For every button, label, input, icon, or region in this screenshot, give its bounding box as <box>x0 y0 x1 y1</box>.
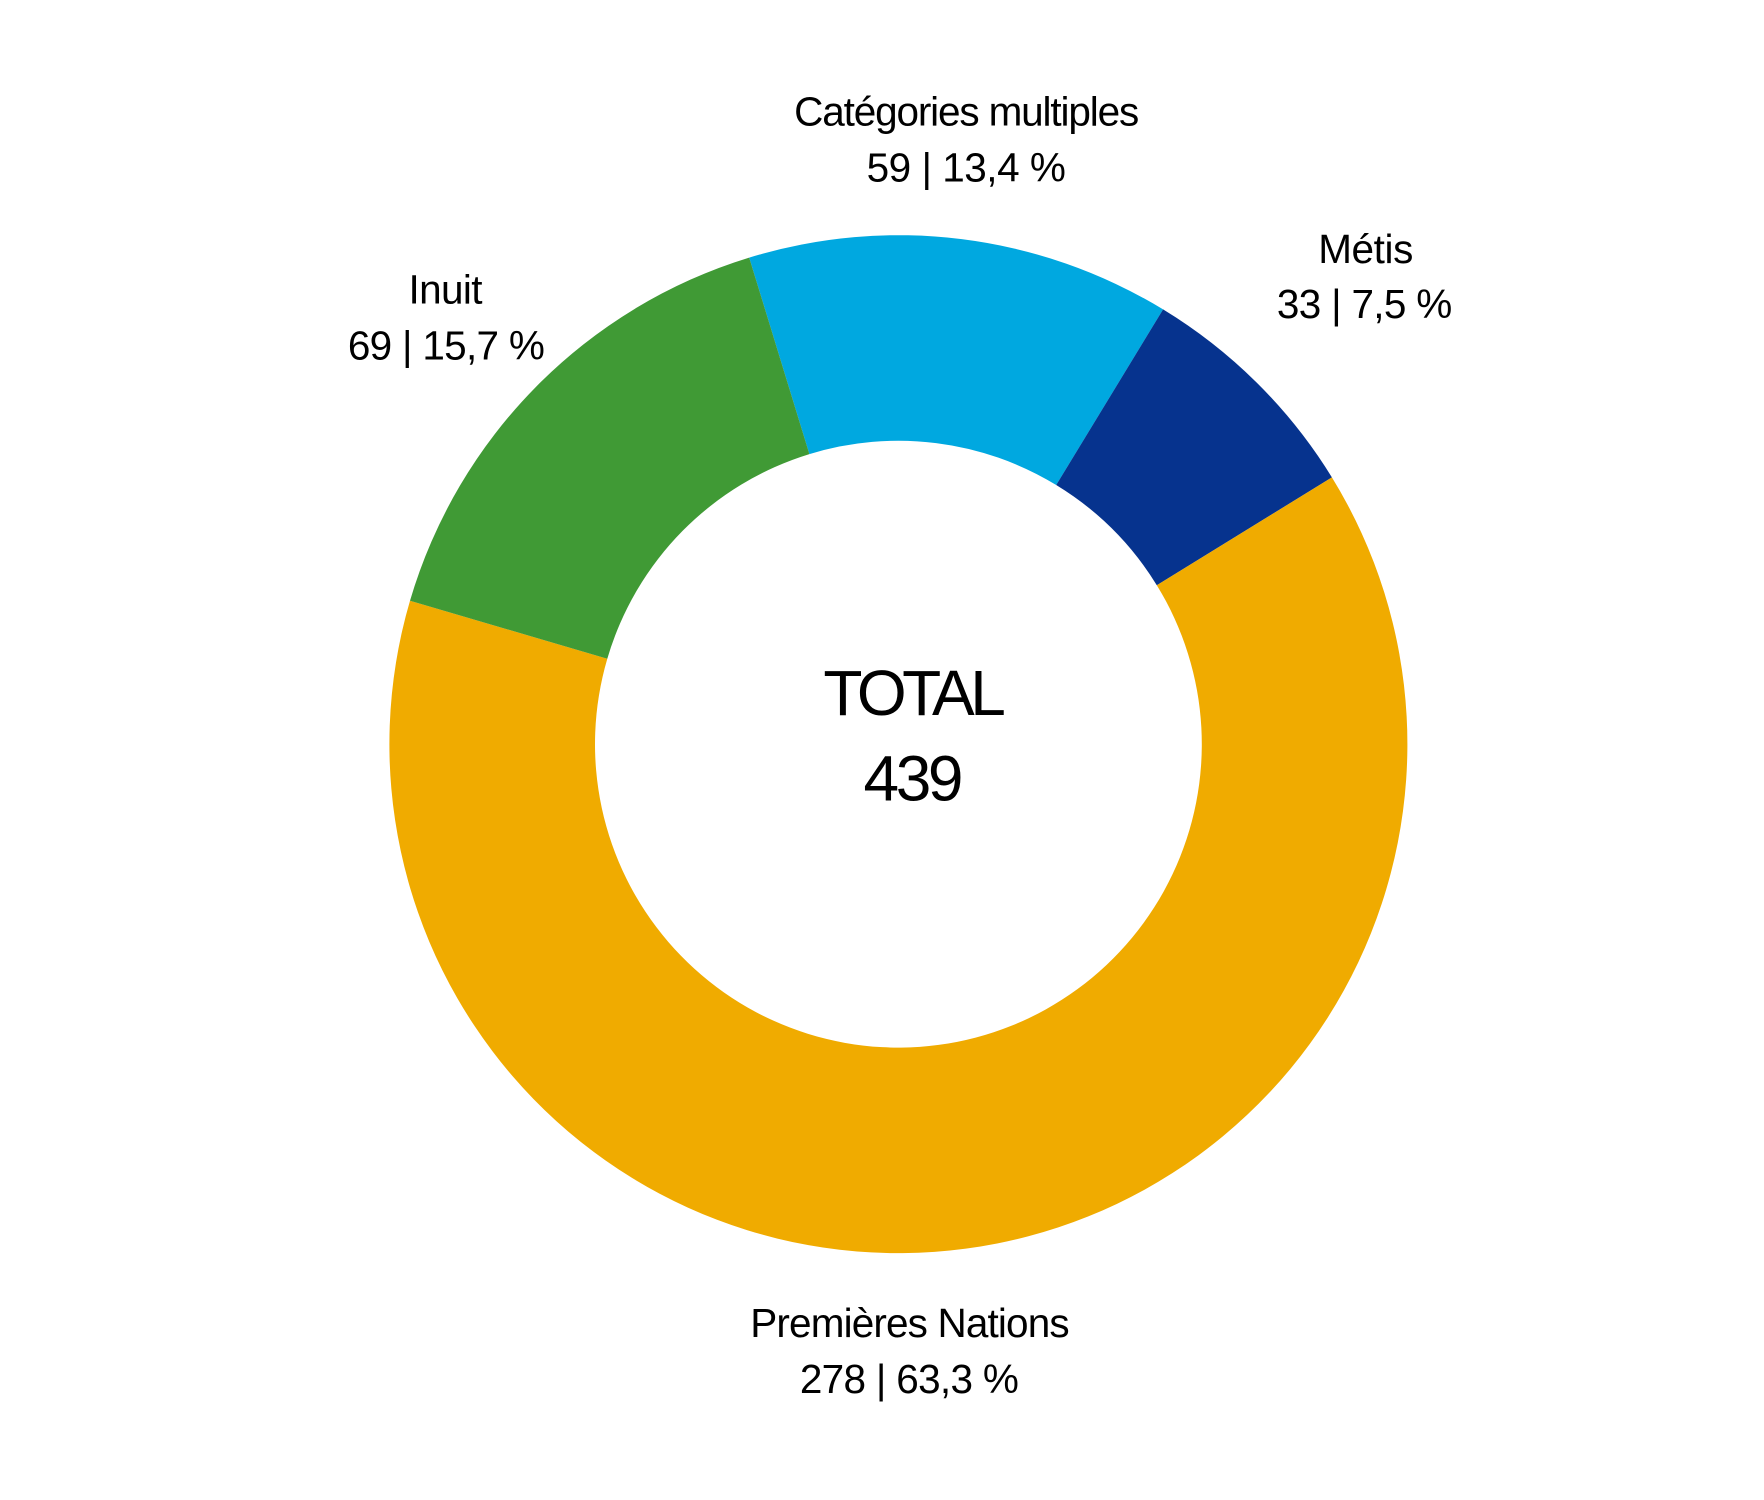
svg-text:Catégories multiples: Catégories multiples <box>794 88 1138 134</box>
svg-text:Inuit: Inuit <box>409 267 483 313</box>
svg-text:439: 439 <box>864 743 961 815</box>
svg-text:69 | 15,7 %: 69 | 15,7 % <box>348 323 544 369</box>
svg-text:Métis: Métis <box>1318 226 1413 272</box>
svg-text:278 | 63,3 %: 278 | 63,3 % <box>800 1356 1018 1402</box>
svg-text:Premières Nations: Premières Nations <box>750 1300 1069 1346</box>
svg-text:TOTAL: TOTAL <box>823 657 1004 729</box>
svg-text:59 | 13,4 %: 59 | 13,4 % <box>867 144 1066 190</box>
svg-text:33 | 7,5 %: 33 | 7,5 % <box>1277 281 1452 327</box>
